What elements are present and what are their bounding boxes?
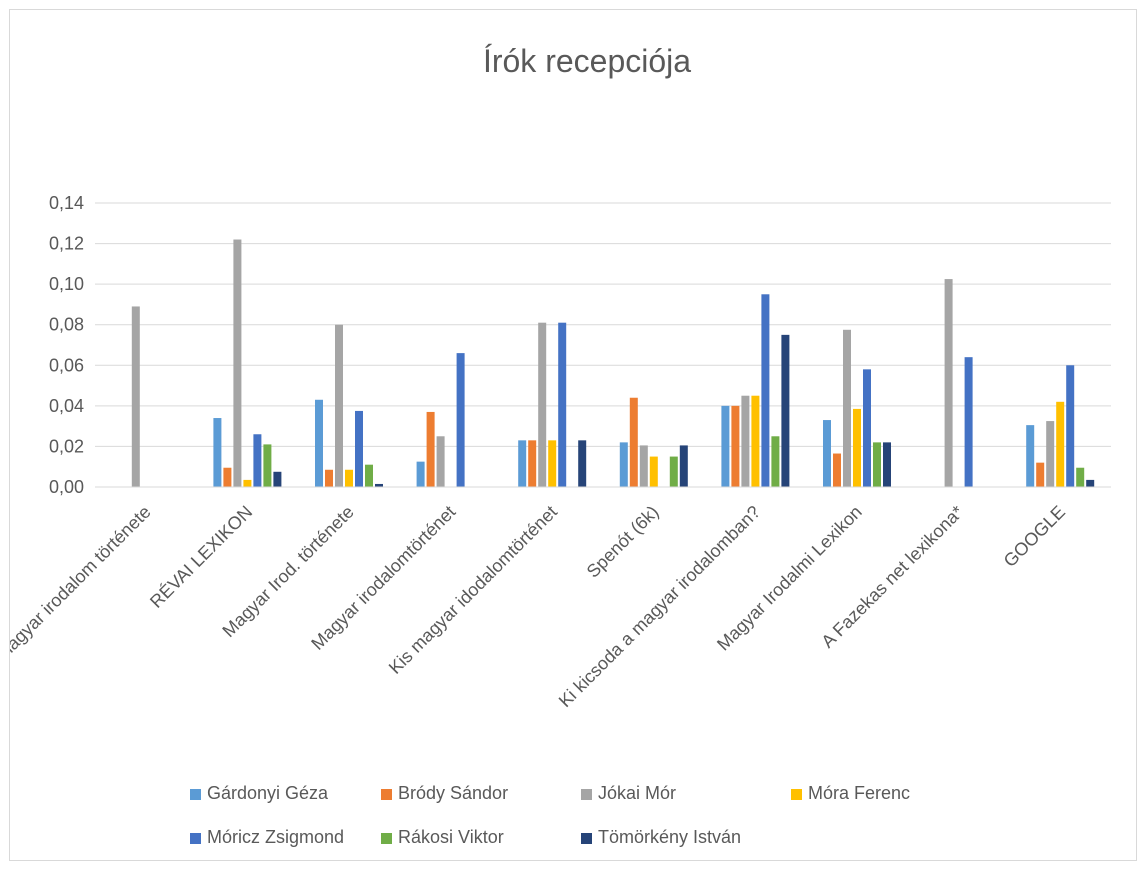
bar <box>375 483 383 487</box>
bar <box>823 420 831 487</box>
bar <box>335 324 343 487</box>
bars <box>131 239 1095 487</box>
legend-swatch <box>791 789 802 800</box>
bar <box>1036 462 1045 487</box>
bar <box>619 442 628 487</box>
y-tick-label: 0,08 <box>49 315 84 335</box>
y-tick-label: 0,04 <box>49 396 84 416</box>
legend-label: Móra Ferenc <box>808 783 910 803</box>
bar <box>833 453 841 487</box>
legend: Gárdonyi Géza Bródy Sándor Jókai Mór Móra F… <box>190 783 910 847</box>
bar <box>873 442 881 487</box>
bar <box>253 434 262 487</box>
category-label: Spenót (6k) <box>583 502 663 582</box>
bar <box>365 464 373 487</box>
legend-label: Móricz Zsigmond <box>207 827 344 847</box>
legend-swatch <box>190 833 201 844</box>
legend-swatch <box>581 789 592 800</box>
bar <box>853 408 861 487</box>
bar <box>263 444 272 487</box>
bar <box>771 436 780 487</box>
legend-label: Gárdonyi Géza <box>207 783 329 803</box>
y-tick-label: 0,10 <box>49 274 84 294</box>
bar <box>518 440 527 487</box>
bar <box>639 445 648 487</box>
bar <box>273 471 282 487</box>
bar <box>741 395 750 487</box>
bar <box>456 353 465 487</box>
bar <box>649 456 658 487</box>
legend-swatch <box>190 789 201 800</box>
y-tick-label: 0,12 <box>49 234 84 254</box>
bar <box>781 334 790 487</box>
bar <box>558 322 567 487</box>
bar <box>679 445 688 487</box>
bar <box>1046 421 1055 487</box>
legend-swatch <box>581 833 592 844</box>
chart-area: Írók recepciója 0,00 0,02 0,04 0,06 0,08 0,10… <box>9 9 1137 861</box>
legend-swatch <box>381 833 392 844</box>
bar <box>436 436 445 487</box>
bar <box>1056 401 1065 487</box>
bar <box>944 279 953 487</box>
bar <box>315 399 323 487</box>
bar <box>629 397 638 487</box>
bar <box>1076 467 1085 487</box>
bar <box>761 294 770 487</box>
bar <box>1066 365 1075 487</box>
legend-label: Tömörkény István <box>598 827 741 847</box>
category-label: A magyar irodalom története <box>10 502 155 676</box>
bar <box>528 440 537 487</box>
bar <box>233 239 242 487</box>
bar <box>863 369 871 487</box>
y-axis: 0,00 0,02 0,04 0,06 0,08 0,10 0,12 0,14 <box>49 193 84 497</box>
bar <box>751 395 760 487</box>
y-tick-label: 0,02 <box>49 436 84 456</box>
bar-chart: Írók recepciója 0,00 0,02 0,04 0,06 0,08 0,10… <box>10 43 1111 847</box>
bar <box>345 469 353 487</box>
bar <box>426 411 435 487</box>
bar <box>416 461 425 487</box>
legend-swatch <box>381 789 392 800</box>
bar <box>355 410 363 487</box>
y-tick-label: 0,14 <box>49 193 84 213</box>
bar <box>843 329 851 487</box>
bar <box>1086 479 1095 487</box>
bar <box>1026 425 1035 487</box>
bar <box>548 440 557 487</box>
category-label: Kis magyar idodalomtörténet <box>385 502 561 678</box>
category-label: Ki kicsoda a magyar irodalomban? <box>555 502 764 711</box>
gridlines <box>95 202 1111 488</box>
category-label: GOOGLE <box>1000 502 1069 571</box>
legend-label: Rákosi Viktor <box>398 827 504 847</box>
y-tick-label: 0,06 <box>49 355 84 375</box>
legend-label: Jókai Mór <box>598 783 676 803</box>
bar <box>243 479 252 487</box>
category-label: RÉVAI LEXIKON <box>146 502 256 612</box>
bar <box>721 405 730 487</box>
bar <box>325 469 333 487</box>
bar <box>538 322 547 487</box>
bar <box>131 306 140 487</box>
chart-title: Írók recepciója <box>483 43 691 79</box>
bar <box>669 456 678 487</box>
y-tick-label: 0,00 <box>49 477 84 497</box>
bar <box>213 418 222 487</box>
bar <box>731 405 740 487</box>
bar <box>964 357 973 487</box>
bar <box>883 442 891 487</box>
legend-label: Bródy Sándor <box>398 783 508 803</box>
bar <box>223 467 232 487</box>
bar <box>578 440 587 487</box>
